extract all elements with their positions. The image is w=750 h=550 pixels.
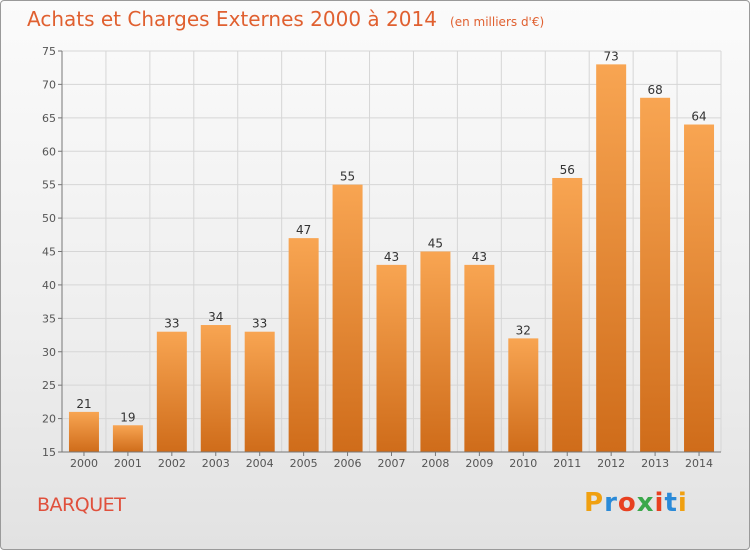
bar xyxy=(552,177,583,452)
logo-letter: i xyxy=(677,488,688,518)
bar xyxy=(332,184,363,452)
y-tick-label: 75 xyxy=(42,45,56,58)
logo-letter: t xyxy=(664,488,678,518)
chart-unit: (en milliers d'€) xyxy=(450,15,545,29)
y-tick-label: 70 xyxy=(42,78,56,91)
x-tick-label: 2007 xyxy=(378,457,406,470)
x-tick-label: 2000 xyxy=(70,457,98,470)
bar-value-label: 43 xyxy=(472,250,487,264)
y-tick-label: 20 xyxy=(42,413,56,426)
bar xyxy=(244,331,275,452)
x-tick-label: 2013 xyxy=(641,457,669,470)
bar-value-label: 55 xyxy=(340,170,355,184)
bar-value-label: 73 xyxy=(604,49,619,63)
bar xyxy=(376,264,407,452)
bar xyxy=(420,251,451,452)
x-tick-label: 2011 xyxy=(553,457,581,470)
bar-value-label: 47 xyxy=(296,223,311,237)
y-tick-label: 65 xyxy=(42,112,56,125)
x-tick-label: 2004 xyxy=(246,457,274,470)
bar-value-label: 19 xyxy=(120,410,135,424)
labels: 15 20 25 30 35 40 45 50 55 60 65 70 75 21 19 33 34 33 47 55… xyxy=(42,45,713,470)
bar-value-label: 45 xyxy=(428,237,443,251)
bar-value-label: 34 xyxy=(208,310,223,324)
x-tick-label: 2009 xyxy=(465,457,493,470)
bars xyxy=(68,64,715,453)
logo-letter: x xyxy=(636,488,655,518)
bar-value-label: 21 xyxy=(76,397,91,411)
commune-name: BARQUET xyxy=(37,494,126,516)
x-tick-label: 2003 xyxy=(202,457,230,470)
bar-value-label: 33 xyxy=(164,317,179,331)
bar xyxy=(684,124,715,453)
axes xyxy=(58,50,721,456)
y-tick-label: 60 xyxy=(42,145,56,158)
title-row: Achats et Charges Externes 2000 à 2014 (… xyxy=(27,7,544,31)
bar-value-label: 64 xyxy=(691,110,706,124)
bar-value-label: 32 xyxy=(516,323,531,337)
x-tick-label: 2008 xyxy=(421,457,449,470)
x-tick-label: 2006 xyxy=(334,457,362,470)
logo-letter: P xyxy=(584,488,605,518)
bar xyxy=(464,264,495,452)
x-tick-label: 2001 xyxy=(114,457,142,470)
y-tick-label: 25 xyxy=(42,379,56,392)
bar xyxy=(200,325,231,452)
bar xyxy=(508,338,539,452)
logo-letter: o xyxy=(617,488,637,518)
x-tick-label: 2010 xyxy=(509,457,537,470)
x-tick-label: 2012 xyxy=(597,457,625,470)
bar-value-label: 56 xyxy=(560,163,575,177)
y-tick-label: 50 xyxy=(42,212,56,225)
chart-title: Achats et Charges Externes 2000 à 2014 xyxy=(27,7,437,31)
bar xyxy=(112,425,143,452)
y-tick-label: 35 xyxy=(42,312,56,325)
bar xyxy=(640,97,671,453)
bar xyxy=(288,238,319,452)
bar-value-label: 68 xyxy=(647,83,662,97)
y-tick-label: 15 xyxy=(42,446,56,459)
y-tick-label: 55 xyxy=(42,179,56,192)
logo-letter: i xyxy=(654,488,665,518)
y-tick-label: 45 xyxy=(42,246,56,259)
y-tick-label: 40 xyxy=(42,279,56,292)
x-tick-label: 2005 xyxy=(290,457,318,470)
proxiti-logo: Proxiti xyxy=(584,488,688,518)
x-tick-label: 2014 xyxy=(685,457,713,470)
x-tick-label: 2002 xyxy=(158,457,186,470)
logo-letter: r xyxy=(604,488,618,518)
bar-value-label: 33 xyxy=(252,317,267,331)
y-tick-label: 30 xyxy=(42,346,56,359)
bar-value-label: 43 xyxy=(384,250,399,264)
bar xyxy=(156,331,187,452)
bar xyxy=(596,64,627,452)
bar xyxy=(68,411,99,452)
